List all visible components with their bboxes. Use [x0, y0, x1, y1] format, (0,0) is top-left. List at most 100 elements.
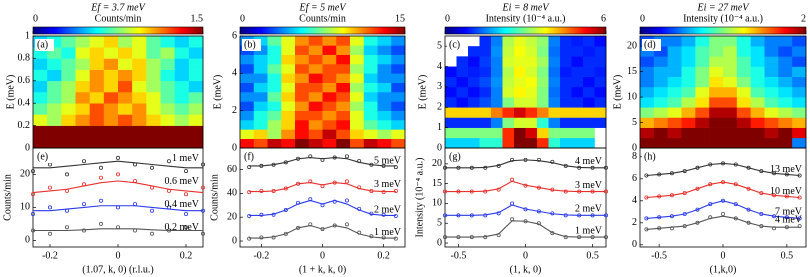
heatmap-cell — [514, 46, 526, 57]
series-label: 0.4 meV — [165, 199, 200, 210]
heatmap-cell — [89, 69, 105, 82]
heatmap-cell — [75, 80, 90, 93]
heatmap-cell — [479, 56, 492, 67]
data-point — [183, 211, 188, 216]
heatmap-cell — [391, 138, 406, 149]
data-point — [393, 188, 398, 193]
heatmap-cell — [560, 97, 572, 108]
heatmap-cell — [764, 36, 779, 47]
data-point — [469, 235, 474, 240]
data-point — [369, 234, 374, 239]
data-point — [99, 198, 104, 203]
heatmap-cell — [61, 47, 76, 59]
data-point — [65, 172, 70, 177]
heatmap-cell — [653, 117, 668, 128]
heatmap-cell — [560, 46, 572, 57]
heatmap-cell — [695, 117, 710, 128]
heatmap-cell — [640, 107, 655, 118]
panel-label: (a) — [37, 39, 48, 50]
y-tick-label: 1 — [437, 122, 442, 133]
heatmap-cell — [709, 56, 724, 67]
heatmap-cell — [778, 36, 793, 47]
data-point — [132, 202, 137, 207]
data-point — [200, 185, 205, 190]
colorbar — [239, 26, 406, 35]
heatmap-cell — [736, 76, 751, 88]
x-tick-label: 0.5 — [781, 250, 794, 261]
y-tick-label: 2 — [437, 102, 442, 113]
data-point — [149, 165, 154, 170]
heatmap-cell — [514, 76, 526, 88]
data-point — [590, 165, 595, 170]
heatmap-cell — [118, 69, 133, 82]
data-point — [669, 171, 674, 176]
heatmap-cell — [267, 73, 282, 83]
heatmap-cell — [363, 120, 378, 130]
heatmap-cell — [695, 127, 710, 139]
heatmap-cell — [445, 117, 457, 128]
heatmap-cell — [188, 103, 204, 115]
heatmap-cell — [295, 101, 310, 111]
x-axis-label: (1.07, k, 0) (r.l.u.) — [82, 264, 153, 275]
heatmap-cell — [723, 86, 738, 98]
data-point — [772, 193, 777, 198]
heatmap-cell — [308, 92, 323, 102]
data-point — [65, 188, 70, 193]
data-point — [183, 192, 188, 197]
heatmap-cell — [594, 117, 607, 128]
heatmap-cell — [695, 86, 710, 98]
data-point — [259, 188, 264, 193]
heatmap-cell — [491, 117, 503, 128]
heatmap-cell — [778, 46, 793, 57]
data-point — [132, 162, 137, 167]
heatmap-cell — [560, 86, 572, 98]
heatmap-cell — [132, 36, 147, 48]
heatmap-cell — [695, 107, 710, 118]
data-point — [381, 212, 386, 217]
heatmap-cell — [350, 129, 365, 139]
heatmap-cell — [548, 36, 561, 47]
y-tick-label: 20 — [227, 211, 237, 222]
heatmap-cell — [479, 97, 492, 108]
data-point — [695, 207, 700, 212]
heatmap-cell — [322, 101, 337, 111]
heatmap-cell — [792, 97, 807, 108]
heatmap-cell — [792, 127, 807, 139]
y-tick-label: 0.8 — [18, 53, 31, 64]
heatmap-cell — [336, 45, 351, 55]
heatmap-cell — [667, 107, 682, 118]
heatmap-cell — [322, 45, 337, 55]
heatmap-cell — [445, 66, 457, 78]
heatmap-cell — [514, 66, 526, 78]
heatmap-cell — [445, 97, 457, 108]
heatmap-cell — [253, 120, 268, 130]
data-point — [657, 215, 662, 220]
heatmap-cell — [445, 137, 457, 149]
heatmap-cell — [594, 36, 607, 47]
heatmap-cell — [456, 76, 469, 88]
fit-line — [646, 215, 800, 230]
data-point — [708, 162, 713, 167]
data-point — [296, 200, 301, 205]
heatmap-cell — [525, 56, 538, 67]
fit-line — [249, 182, 396, 193]
heatmap-cell — [456, 56, 469, 67]
heatmap-cell — [295, 73, 310, 83]
data-point — [682, 211, 687, 216]
data-point — [590, 189, 595, 194]
heatmap-cell — [322, 73, 337, 83]
heatmap-cell — [89, 114, 105, 126]
heatmap-cell — [736, 117, 751, 128]
data-point — [259, 212, 264, 217]
heatmap-cell — [723, 117, 738, 128]
heatmap-cell — [548, 46, 561, 57]
heatmap-cell — [479, 137, 492, 149]
heatmap-cell — [240, 73, 255, 83]
heatmap-cell — [594, 107, 607, 118]
data-point — [116, 155, 121, 160]
heatmap-cell — [548, 66, 561, 78]
heatmap-cell — [640, 86, 655, 98]
data-point — [456, 189, 461, 194]
heatmap-cell — [594, 66, 607, 78]
data-point — [456, 165, 461, 170]
